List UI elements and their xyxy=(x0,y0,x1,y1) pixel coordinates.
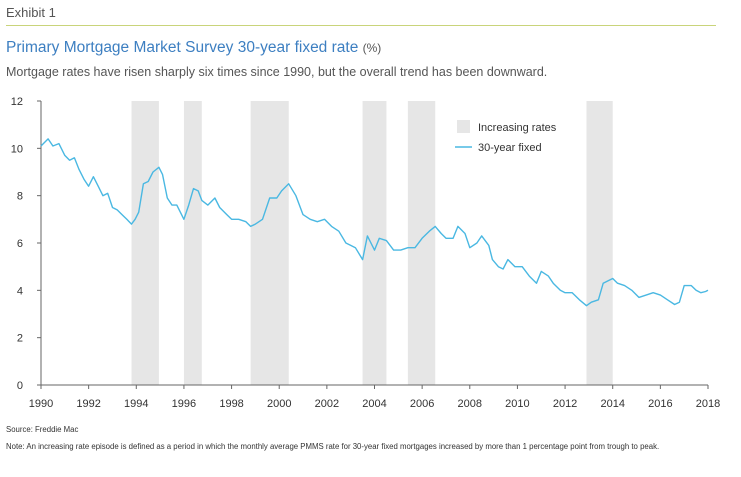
shaded-period-4 xyxy=(362,101,387,385)
x-axis-ticks: 1990 1992 1994 1996 1998 2000 2002 2004 2006 2008… xyxy=(29,385,720,410)
chart-title: Primary Mortgage Market Survey 30-year f… xyxy=(6,39,381,57)
shaded-periods xyxy=(131,101,613,385)
y-tick-label: 4 xyxy=(17,285,23,297)
x-tick-label: 2010 xyxy=(505,398,529,410)
legend-label-30-year-fixed: 30-year fixed xyxy=(478,142,542,154)
x-tick-label: 1990 xyxy=(29,398,53,410)
y-axis-ticks: 0 2 4 6 8 10 12 xyxy=(11,96,41,392)
y-tick-label: 12 xyxy=(11,96,23,108)
y-tick-label: 10 xyxy=(11,143,23,155)
x-tick-label: 1996 xyxy=(172,398,196,410)
chart-title-unit: (%) xyxy=(362,41,382,55)
line-chart: 0 2 4 6 8 10 12 1990 1992 1994 1996 1998 2000 2002 20… xyxy=(11,96,720,410)
legend-swatch-increasing-rates xyxy=(457,120,470,133)
legend: Increasing rates 30-year fixed xyxy=(455,120,557,154)
header-rule xyxy=(6,25,716,26)
x-tick-label: 2006 xyxy=(410,398,434,410)
x-tick-label: 1992 xyxy=(76,398,100,410)
x-tick-label: 1994 xyxy=(124,398,148,410)
shaded-period-3 xyxy=(250,101,289,385)
shaded-period-2 xyxy=(183,101,202,385)
chart-title-text: Primary Mortgage Market Survey 30-year f… xyxy=(6,39,359,56)
shaded-period-5 xyxy=(407,101,436,385)
x-tick-label: 2018 xyxy=(696,398,720,410)
exhibit-label: Exhibit 1 xyxy=(6,5,56,20)
x-tick-label: 2000 xyxy=(267,398,291,410)
footnote: Note: An increasing rate episode is defi… xyxy=(6,442,660,451)
y-tick-label: 0 xyxy=(17,380,23,392)
series-line-30-year-fixed xyxy=(40,138,709,307)
y-tick-label: 6 xyxy=(17,238,23,250)
source-note: Source: Freddie Mac xyxy=(6,425,79,434)
x-tick-label: 2012 xyxy=(553,398,577,410)
legend-label-increasing-rates: Increasing rates xyxy=(478,122,557,134)
shaded-period-6 xyxy=(586,101,613,385)
shaded-period-1 xyxy=(131,101,159,385)
x-tick-label: 2002 xyxy=(315,398,339,410)
x-tick-label: 2008 xyxy=(458,398,482,410)
y-tick-label: 2 xyxy=(17,333,23,345)
y-tick-label: 8 xyxy=(17,191,23,203)
chart-subtitle: Mortgage rates have risen sharply six ti… xyxy=(6,65,548,79)
x-tick-label: 1998 xyxy=(219,398,243,410)
x-tick-label: 2004 xyxy=(362,398,386,410)
x-tick-label: 2016 xyxy=(648,398,672,410)
x-tick-label: 2014 xyxy=(600,398,624,410)
